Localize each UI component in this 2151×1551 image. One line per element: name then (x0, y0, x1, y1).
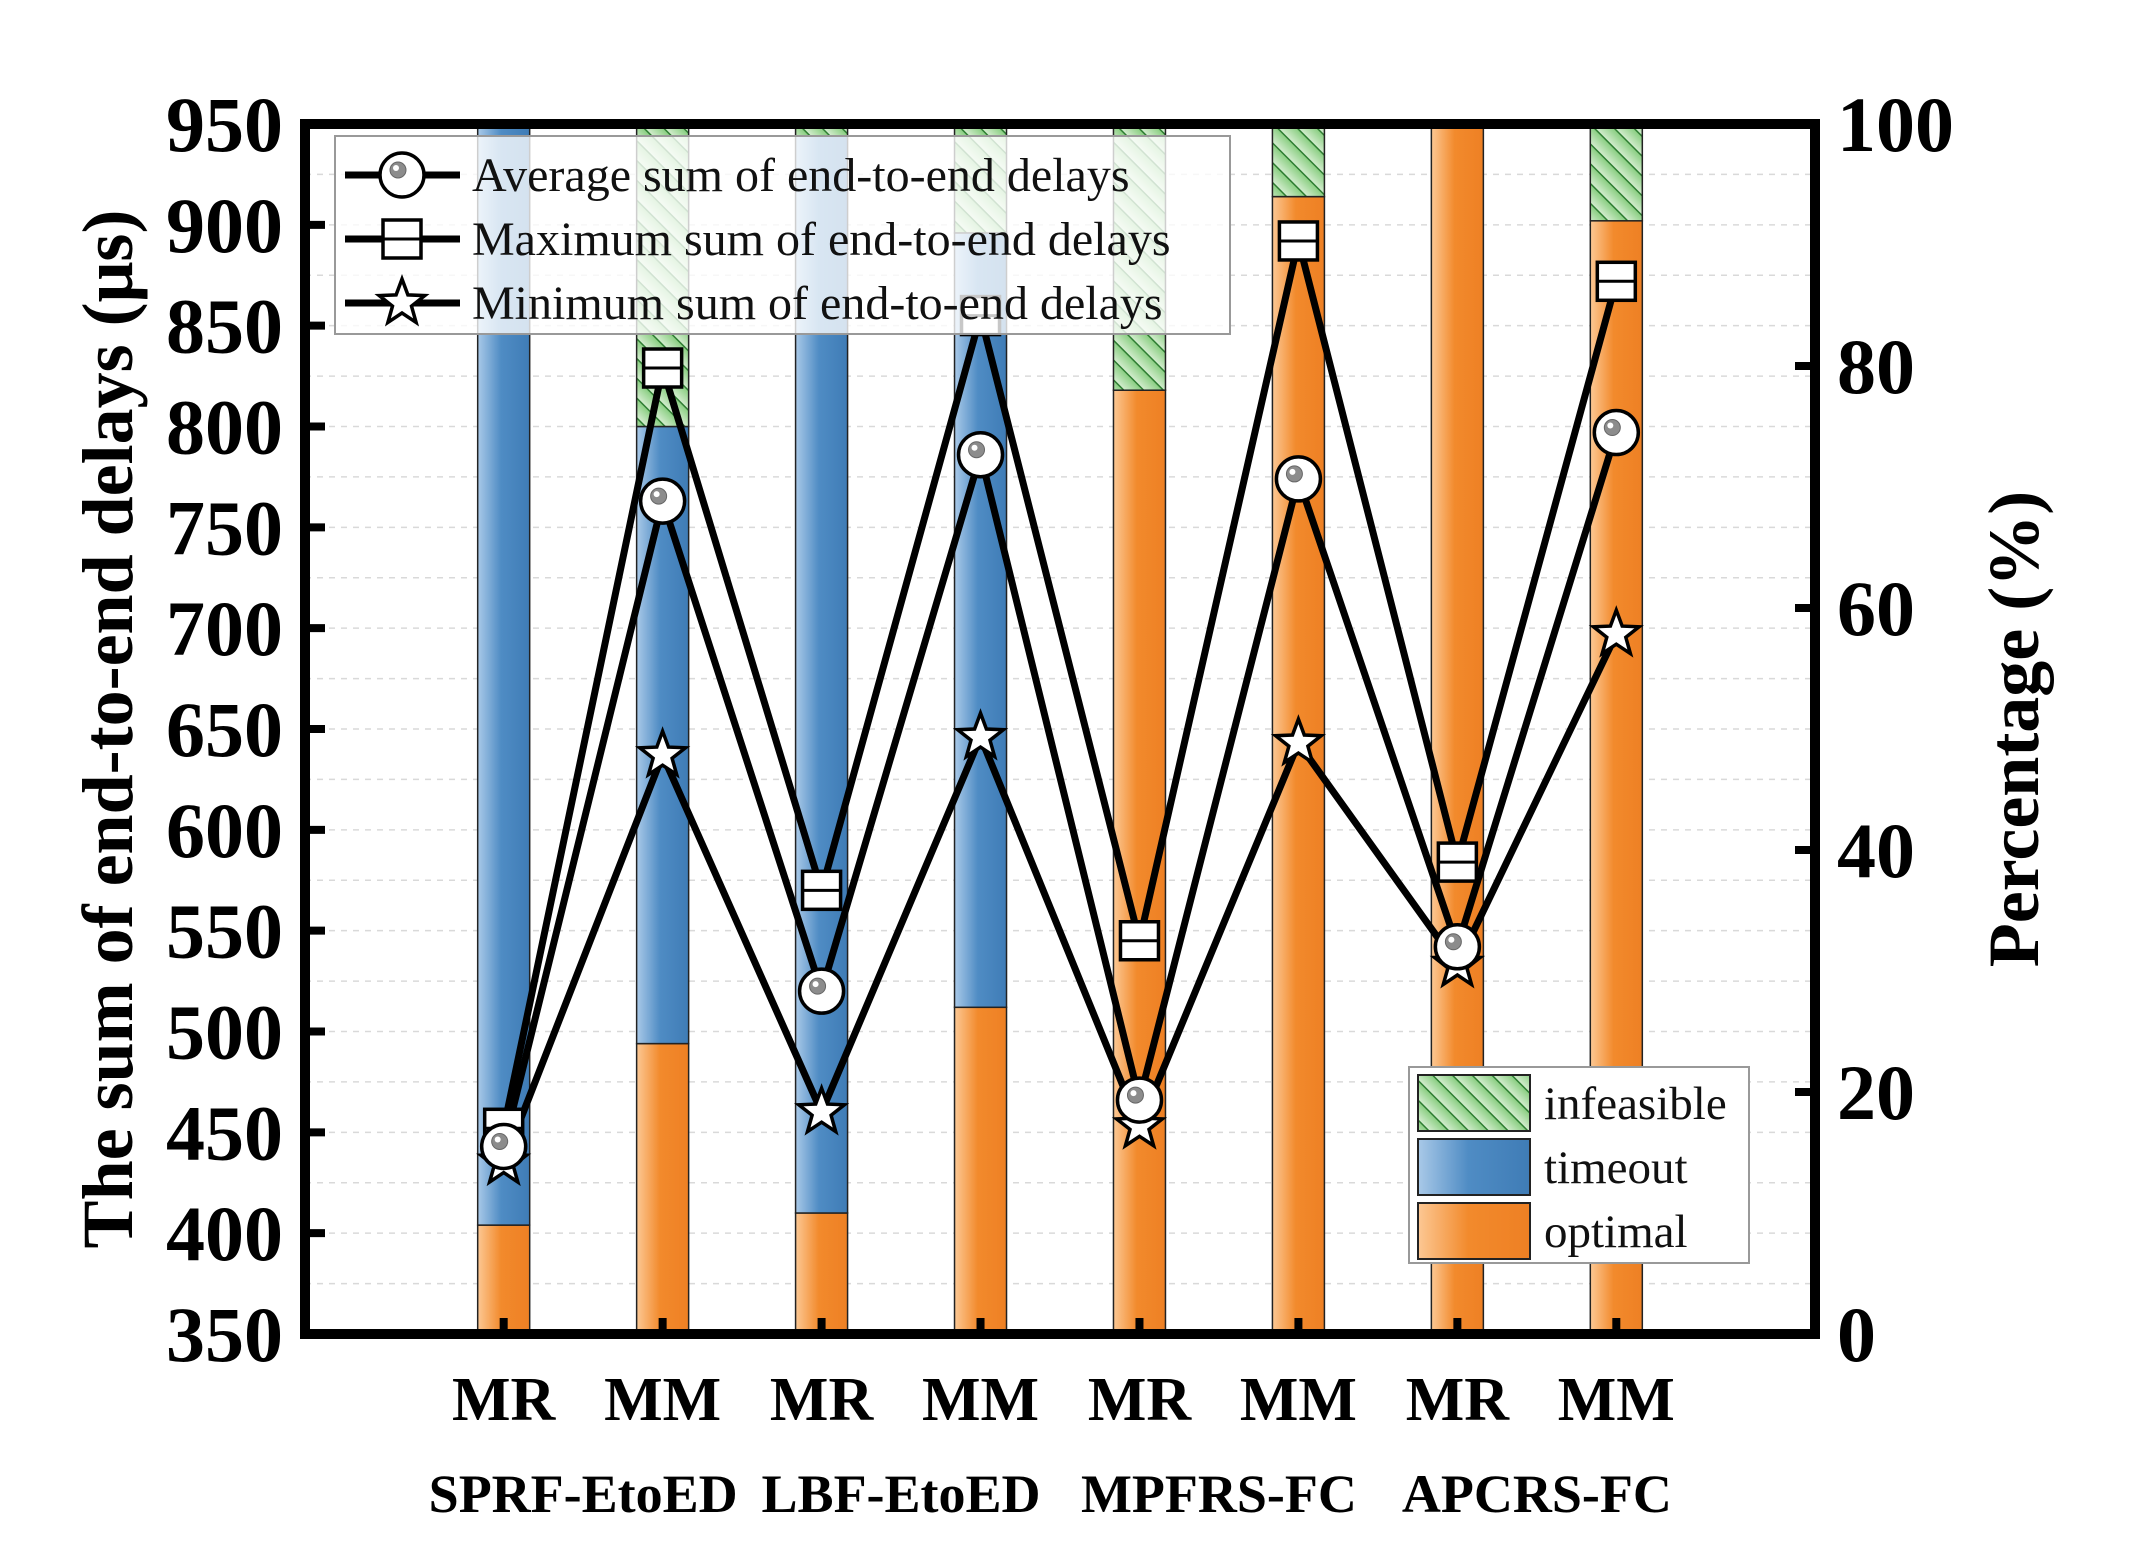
series-line-square (500, 237, 1620, 1130)
point-circle (1433, 923, 1482, 971)
right-tick-label: 80 (1837, 323, 1915, 410)
left-tick-label: 650 (166, 686, 283, 773)
left-tick-label: 500 (166, 989, 283, 1076)
x-tick-label: MM (1558, 1366, 1675, 1434)
point-circle (1592, 408, 1641, 457)
left-tick-label: 700 (166, 585, 283, 672)
right-tick-label: 60 (1837, 565, 1915, 652)
bar-segment-infeasible (1589, 123, 1644, 222)
point-circle (1274, 455, 1323, 503)
point-circle (797, 967, 846, 1015)
legend-marker-star (374, 273, 430, 327)
circle-marker-highlight (1130, 1090, 1137, 1097)
x-tick-label: MR (1406, 1366, 1511, 1434)
point-circle (479, 1122, 528, 1171)
point-star (635, 726, 691, 779)
left-tick-label: 900 (166, 182, 283, 269)
bar-segment-timeout (953, 232, 1008, 1009)
left-axis-title: The sum of end-to-end delays (μs) (68, 210, 148, 1249)
left-tick-label: 600 (166, 787, 283, 874)
legend-bar-label: infeasible (1544, 1078, 1727, 1130)
group-label: MPFRS-FC (1081, 1464, 1357, 1524)
legend-swatch-timeout (1417, 1138, 1531, 1196)
right-tick-label: 20 (1837, 1049, 1915, 1136)
x-tick-label: MR (770, 1366, 875, 1434)
series-line-circle (500, 431, 1620, 1148)
legend-bars: infeasible timeout optimal (1408, 1066, 1750, 1264)
point-square (1277, 220, 1320, 262)
bar-segment-infeasible (1271, 123, 1326, 198)
left-tick-label: 400 (166, 1190, 283, 1277)
legend-marker-square (381, 218, 423, 260)
circle-marker-highlight (653, 491, 660, 498)
left-y-axis: 350 400 450 500 550 600 650 700 750 800 850 900 950 (166, 81, 325, 1378)
left-tick-label: 850 (166, 283, 283, 370)
point-star (1111, 1097, 1168, 1150)
bar-segment-optimal (794, 1212, 849, 1335)
x-tick-label: MR (1088, 1366, 1193, 1434)
bar-segment-optimal (635, 1042, 690, 1335)
point-square (641, 347, 684, 389)
group-label: APCRS-FC (1402, 1464, 1672, 1524)
left-tick-label: 550 (166, 888, 283, 975)
point-star (794, 1083, 850, 1136)
legend-swatch-infeasible (1417, 1074, 1531, 1132)
circle-marker-highlight (1448, 936, 1455, 943)
circle-marker-highlight (393, 165, 399, 171)
legend-lines: Average sum of end-to-end delays Maximum … (334, 135, 1231, 335)
line-series (476, 220, 1644, 1187)
legend-marker-circle (378, 151, 426, 199)
legend-lines-box (334, 135, 1231, 335)
left-tick-label: 950 (166, 81, 283, 168)
x-tick-label: MM (604, 1366, 721, 1434)
x-tick-label: MR (452, 1366, 557, 1434)
right-y-axis: 0 20 40 60 80 100 (1795, 81, 1954, 1378)
bar-segment-optimal (953, 1006, 1008, 1335)
legend-bar-label: timeout (1544, 1142, 1688, 1194)
legend-line-label: Average sum of end-to-end delays (472, 149, 1130, 202)
legend-bar-label: optimal (1544, 1206, 1688, 1258)
right-tick-label: 40 (1837, 807, 1915, 894)
point-star (1588, 605, 1644, 658)
legend-line-label: Minimum sum of end-to-end delays (472, 277, 1163, 330)
right-tick-label: 0 (1837, 1291, 1876, 1378)
x-axis: MR MM MR MM MR MM MR MM SPRF-EtoED LBF-EtoED MPFRS… (429, 1318, 1675, 1524)
left-tick-label: 750 (166, 484, 283, 571)
point-circle (638, 477, 687, 525)
legend-swatch-optimal (1417, 1202, 1531, 1260)
series-line-star (500, 632, 1620, 1164)
left-tick-label: 450 (166, 1089, 283, 1176)
point-circle (1115, 1076, 1164, 1124)
x-tick-label: MM (922, 1366, 1039, 1434)
legend-line-label: Maximum sum of end-to-end delays (472, 213, 1171, 266)
x-tick-label: MM (1240, 1366, 1357, 1434)
point-square (800, 869, 843, 912)
circle-marker-highlight (494, 1136, 501, 1143)
point-square (1118, 920, 1161, 962)
group-label: SPRF-EtoED (429, 1464, 738, 1524)
circle-marker-highlight (1289, 468, 1296, 475)
circle-marker-highlight (1607, 422, 1614, 429)
point-square (1595, 260, 1638, 303)
point-star (952, 708, 1009, 761)
point-square (1436, 841, 1479, 883)
point-star (1270, 714, 1326, 767)
circle-marker-highlight (971, 444, 978, 451)
right-tick-label: 100 (1837, 81, 1954, 168)
group-label: LBF-EtoED (762, 1464, 1041, 1524)
right-axis-title: Percentage (%) (1974, 491, 2054, 967)
bar-segment-optimal (476, 1224, 531, 1335)
point-circle (956, 430, 1005, 479)
left-tick-label: 350 (166, 1291, 283, 1378)
circle-marker-highlight (812, 981, 819, 988)
left-tick-label: 800 (166, 384, 283, 471)
